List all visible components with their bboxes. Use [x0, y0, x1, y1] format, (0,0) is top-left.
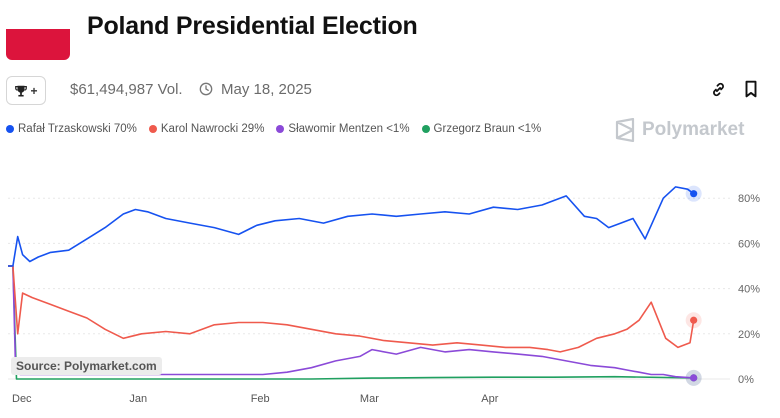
end-date: May 18, 2025: [221, 81, 312, 98]
link-icon[interactable]: [710, 81, 727, 98]
series-line-1: [8, 265, 695, 353]
y-tick-label: 80%: [738, 193, 760, 205]
flag-red-stripe: [6, 29, 70, 60]
legend-label: Rafał Trzaskowski 70%: [18, 123, 137, 135]
y-tick-label: 40%: [738, 284, 760, 296]
x-tick-label: Jan: [129, 393, 147, 405]
legend-dot: [421, 125, 430, 133]
y-tick-label: 0%: [738, 374, 754, 386]
x-tick-label: Mar: [360, 393, 379, 405]
polymarket-wordmark: Polymarket: [642, 119, 745, 140]
page-title: Poland Presidential Election: [87, 12, 418, 40]
bookmark-icon[interactable]: [743, 80, 759, 98]
legend-label: Karol Nawrocki 29%: [160, 123, 265, 135]
legend-item-trzaskowski[interactable]: Rafał Trzaskowski 70%: [6, 123, 137, 135]
y-tick-label: 60%: [738, 238, 760, 250]
legend-label: Grzegorz Braun <1%: [433, 123, 542, 135]
polymarket-logo: Polymarket: [614, 118, 744, 142]
x-tick-label: Dec: [12, 393, 32, 405]
flag-white-stripe: [6, 2, 70, 29]
chart-legend: Rafał Trzaskowski 70% Karol Nawrocki 29%…: [6, 123, 541, 135]
source-label: Source: Polymarket.com: [11, 357, 162, 375]
legend-label: Sławomir Mentzen <1%: [288, 123, 410, 135]
volume-text: $61,494,987 Vol.: [70, 81, 183, 98]
clock-icon: [199, 82, 213, 96]
series-end-dot-1: [690, 316, 698, 324]
trophy-plus: +: [30, 83, 38, 98]
legend-dot: [276, 125, 285, 133]
legend-dot: [148, 125, 157, 133]
polymarket-logo-icon: [615, 118, 635, 142]
legend-item-mentzen[interactable]: Sławomir Mentzen <1%: [276, 123, 410, 135]
legend-dot: [6, 125, 14, 133]
x-tick-label: Apr: [481, 393, 498, 405]
poland-flag: [6, 2, 70, 60]
series-end-dot-0: [690, 190, 698, 198]
legend-item-nawrocki[interactable]: Karol Nawrocki 29%: [148, 123, 265, 135]
series-end-dot-2: [690, 374, 698, 382]
y-tick-label: 20%: [738, 329, 760, 341]
trophy-icon: [15, 85, 28, 97]
price-chart[interactable]: 80% 60% 40% 20% 0% Dec Jan Feb Mar Apr: [0, 170, 780, 418]
x-tick-label: Feb: [251, 393, 270, 405]
series-line-0: [8, 186, 695, 267]
legend-item-braun[interactable]: Grzegorz Braun <1%: [421, 123, 542, 135]
trophy-button[interactable]: +: [6, 76, 46, 105]
